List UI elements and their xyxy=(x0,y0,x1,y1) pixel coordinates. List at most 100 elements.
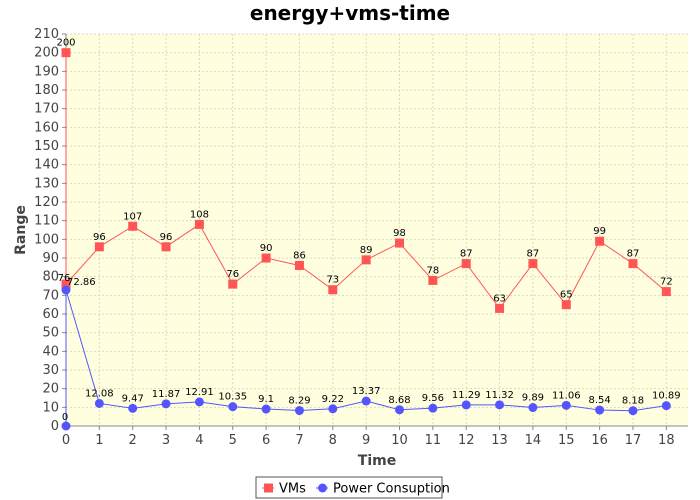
power-point-marker xyxy=(428,403,438,413)
x-tick-label: 5 xyxy=(229,433,237,448)
legend-vms-label: VMs xyxy=(279,482,306,497)
power-data-label: 8.68 xyxy=(388,395,410,406)
vms-point-marker xyxy=(294,260,304,270)
vms-point-marker xyxy=(528,259,538,269)
power-point-marker xyxy=(328,404,338,414)
power-point-marker xyxy=(94,398,104,408)
x-tick-label: 3 xyxy=(162,433,170,448)
data-labels: 200 76 96 107 96 108 76 90 86 73 89 98 78 87 63 87 65 99 8… xyxy=(56,38,680,423)
power-point-marker xyxy=(628,406,638,416)
power-point-marker xyxy=(194,397,204,407)
y-tick-label: 90 xyxy=(42,251,59,266)
vms-data-label: 78 xyxy=(426,265,439,276)
grid-lines xyxy=(65,33,688,427)
vms-point-marker xyxy=(328,285,338,295)
x-tick-label: 16 xyxy=(591,433,608,448)
vms-data-label: 73 xyxy=(326,275,339,286)
power-point-marker xyxy=(461,400,471,410)
y-tick-label: 10 xyxy=(42,400,59,415)
power-series-line xyxy=(65,289,667,426)
y-tick-label: 120 xyxy=(34,195,59,210)
y-tick-label: 30 xyxy=(42,363,59,378)
legend-box xyxy=(255,476,443,499)
vms-data-label: 65 xyxy=(560,290,573,301)
vms-data-label: 87 xyxy=(460,249,473,260)
vms-point-marker xyxy=(595,236,605,246)
x-tick-label: 7 xyxy=(295,433,303,448)
vms-point-marker xyxy=(395,238,405,248)
y-tick-label: 140 xyxy=(34,158,59,173)
vms-data-label: 99 xyxy=(593,226,606,237)
power-point-marker xyxy=(528,403,538,413)
power-point-marker xyxy=(361,396,371,406)
vms-point-marker xyxy=(661,287,671,297)
legend-power-label: Power Consuption xyxy=(333,482,450,497)
x-tick-label: 2 xyxy=(129,433,137,448)
vms-data-label: 72 xyxy=(660,277,673,288)
vms-point-marker xyxy=(261,253,271,263)
power-data-label: 72.86 xyxy=(67,277,96,288)
power-point-marker xyxy=(61,285,71,295)
legend-vms-marker xyxy=(264,483,273,493)
power-data-label: 0 xyxy=(62,412,68,423)
power-point-marker xyxy=(61,421,71,431)
vms-point-marker xyxy=(61,48,71,58)
vms-point-marker xyxy=(61,279,71,289)
y-tick-label: 110 xyxy=(34,214,59,229)
power-point-marker xyxy=(128,403,138,413)
vms-point-marker xyxy=(561,300,571,310)
legend-power-marker xyxy=(318,483,327,493)
power-data-label: 9.22 xyxy=(322,394,344,405)
y-tick-label: 80 xyxy=(42,270,59,285)
x-tick-label: 14 xyxy=(525,433,542,448)
vms-point-marker xyxy=(194,219,204,229)
power-data-label: 9.47 xyxy=(122,393,144,404)
y-tick-label: 40 xyxy=(42,344,59,359)
x-tick-label: 1 xyxy=(95,433,103,448)
power-data-label: 13.37 xyxy=(352,386,381,397)
power-data-label: 9.1 xyxy=(258,394,274,405)
power-data-label: 10.89 xyxy=(652,391,681,402)
x-tick-label: 12 xyxy=(458,433,475,448)
y-tick-label: 160 xyxy=(34,120,59,135)
power-data-label: 11.87 xyxy=(152,389,181,400)
vms-point-marker xyxy=(228,279,238,289)
y-tick-label: 130 xyxy=(34,176,59,191)
y-tick-label: 150 xyxy=(34,139,59,154)
series-lines xyxy=(65,52,667,426)
vms-point-marker xyxy=(628,259,638,269)
vms-data-label: 90 xyxy=(260,243,273,254)
power-data-label: 8.18 xyxy=(622,396,644,407)
x-tick-label: 6 xyxy=(262,433,270,448)
power-point-marker xyxy=(261,404,271,414)
power-point-marker xyxy=(294,406,304,416)
y-tick-label: 100 xyxy=(34,232,59,247)
vms-data-label: 98 xyxy=(393,228,406,239)
x-tick-label: 13 xyxy=(491,433,508,448)
vms-data-label: 107 xyxy=(123,211,142,222)
y-tick-label: 200 xyxy=(34,46,59,61)
vms-data-label: 200 xyxy=(56,38,75,49)
vms-point-marker xyxy=(128,221,138,231)
legend-items: VMs Power Consuption xyxy=(262,482,450,497)
vms-data-label: 89 xyxy=(360,245,373,256)
chart-title: energy+vms-time xyxy=(250,1,450,25)
vms-point-marker xyxy=(428,275,438,285)
power-data-label: 11.29 xyxy=(452,390,481,401)
vms-data-label: 76 xyxy=(226,269,239,280)
vms-data-label: 108 xyxy=(190,209,209,220)
vms-data-label: 86 xyxy=(293,250,306,261)
x-tick-label: 17 xyxy=(625,433,642,448)
power-data-label: 8.29 xyxy=(288,396,310,407)
power-data-label: 9.56 xyxy=(422,393,444,404)
power-data-label: 11.32 xyxy=(485,390,514,401)
x-tick-label: 8 xyxy=(329,433,337,448)
vms-point-marker xyxy=(495,303,505,313)
y-tick-label: 210 xyxy=(34,27,59,42)
power-point-marker xyxy=(161,399,171,409)
power-point-marker xyxy=(561,400,571,410)
x-tick-label: 10 xyxy=(391,433,408,448)
vms-point-marker xyxy=(361,255,371,265)
